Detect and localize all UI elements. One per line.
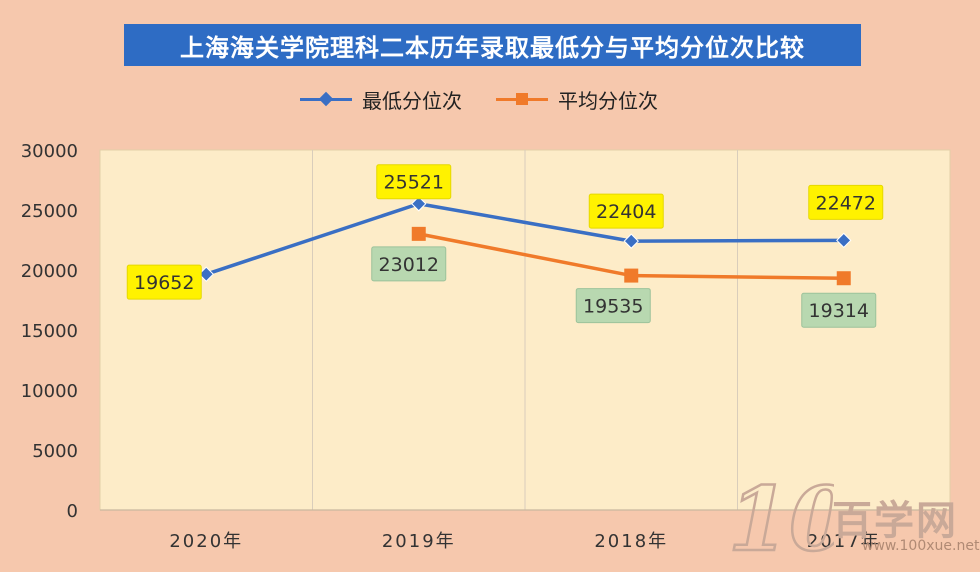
data-label-box [376, 164, 452, 200]
series-line [205, 201, 844, 276]
y-tick-label: 15000 [21, 321, 78, 342]
data-label: 22404 [596, 201, 656, 223]
data-label: 19535 [583, 296, 643, 318]
data-label-box [371, 246, 447, 282]
data-label: 19314 [809, 300, 869, 322]
data-point-diamond [411, 196, 427, 212]
x-tick-label: 2019年 [382, 531, 456, 552]
y-tick-label: 10000 [21, 381, 78, 402]
data-label: 23012 [379, 254, 439, 276]
legend-label-min-rank: 最低分位次 [362, 88, 462, 113]
chart-title: 上海海关学院理科二本历年录取最低分与平均分位次比较 [124, 24, 861, 66]
data-point-square [836, 271, 851, 286]
y-tick-label: 25000 [21, 201, 78, 222]
data-point-square [411, 226, 426, 241]
data-label: 25521 [384, 172, 444, 194]
legend-item-min-rank: 最低分位次 [300, 85, 462, 114]
y-tick-label: 30000 [21, 141, 78, 162]
data-point-diamond [623, 233, 639, 249]
data-point-square [624, 268, 639, 283]
watermark-logo-text: 100 [728, 470, 834, 560]
data-label-box [575, 288, 651, 324]
chart-legend: 最低分位次 平均分位次 [300, 84, 658, 114]
legend-swatch-diamond-icon [300, 91, 352, 107]
legend-item-avg-rank: 平均分位次 [496, 85, 658, 114]
x-tick-label: 2020年 [169, 531, 243, 552]
watermark-logo-icon: 100 [727, 470, 834, 560]
data-label-box [808, 184, 884, 220]
x-tick-label: 2017年 [807, 531, 881, 552]
data-label-box [801, 292, 877, 328]
y-tick-label: 20000 [21, 261, 78, 282]
legend-label-avg-rank: 平均分位次 [558, 88, 658, 113]
data-point-diamond [836, 232, 852, 249]
x-tick-label: 2018年 [594, 531, 668, 552]
watermark-url: www.100xue.net [862, 538, 980, 554]
data-label: 22472 [816, 192, 876, 214]
data-label-box [126, 264, 202, 300]
y-tick-label: 0 [67, 501, 78, 522]
y-tick-label: 5000 [32, 441, 78, 462]
watermark-brand: 百学网 [832, 497, 958, 544]
data-label-box [588, 193, 664, 229]
legend-swatch-square-icon [496, 92, 548, 106]
data-label: 19652 [134, 272, 194, 294]
